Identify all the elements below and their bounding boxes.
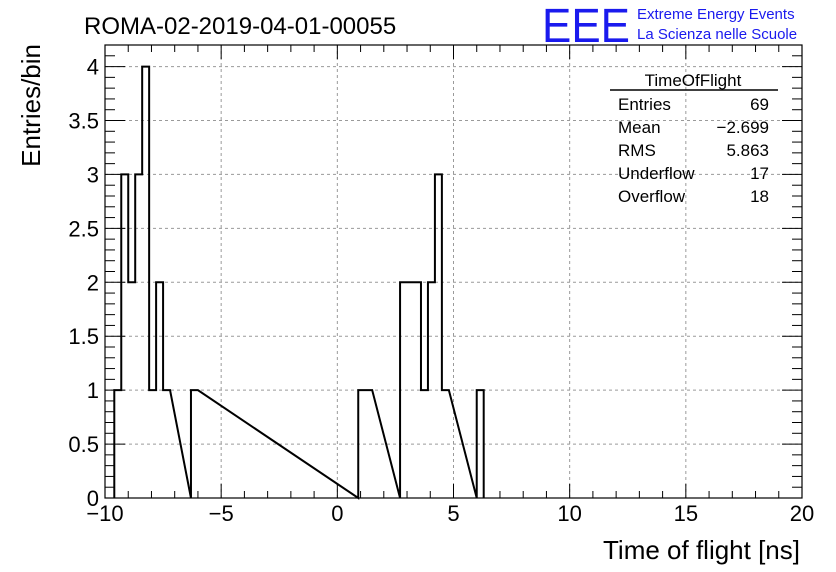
x-tick-label: −5 <box>209 501 234 526</box>
axis-ticks <box>104 44 803 499</box>
brand-line-2: La Scienza nelle Scuole <box>637 26 797 43</box>
x-tick-label: 15 <box>674 501 698 526</box>
chart-title: ROMA-02-2019-04-01-00055 <box>84 13 396 40</box>
stats-label: RMS <box>618 141 656 160</box>
stats-box: TimeOfFlight Entries 69 Mean −2.699 RMS 5.863… <box>610 71 778 206</box>
stats-label: Underflow <box>618 164 695 183</box>
y-tick-label: 1.5 <box>68 324 99 349</box>
stats-label: Mean <box>618 118 661 137</box>
stats-label: Overflow <box>618 187 686 206</box>
stats-value: 5.863 <box>726 141 769 160</box>
grid-lines <box>105 45 802 498</box>
y-tick-label: 2.5 <box>68 216 99 241</box>
y-tick-label: 3 <box>87 162 99 187</box>
y-tick-label: 0.5 <box>68 432 99 457</box>
histogram-line <box>113 65 485 500</box>
y-tick-label: 1 <box>87 378 99 403</box>
y-tick-labels: 0 0.5 1 1.5 2 2.5 3 3.5 4 <box>68 55 99 511</box>
y-tick-label: 4 <box>87 55 99 80</box>
x-axis-label: Time of flight [ns] <box>603 535 800 565</box>
x-tick-label: 20 <box>790 501 814 526</box>
x-tick-label: 10 <box>557 501 581 526</box>
brand-line-1: Extreme Energy Events <box>637 6 795 23</box>
stats-label: Entries <box>618 95 671 114</box>
x-tick-label: −10 <box>86 501 123 526</box>
x-tick-labels: −10 −5 0 5 10 15 20 <box>86 501 814 526</box>
eee-logo: EEE Extreme Energy Events La Scienza nel… <box>542 0 797 53</box>
y-axis-label: Entries/bin <box>16 44 46 167</box>
x-tick-label: 0 <box>331 501 343 526</box>
y-tick-label: 3.5 <box>68 109 99 134</box>
stats-title: TimeOfFlight <box>645 71 742 90</box>
eee-logo-text: EEE <box>542 0 630 53</box>
stats-value: 17 <box>750 164 769 183</box>
stats-value: 18 <box>750 187 769 206</box>
stats-value: −2.699 <box>717 118 769 137</box>
y-tick-label: 0 <box>87 486 99 511</box>
y-tick-label: 2 <box>87 270 99 295</box>
stats-value: 69 <box>750 95 769 114</box>
x-tick-label: 5 <box>447 501 459 526</box>
